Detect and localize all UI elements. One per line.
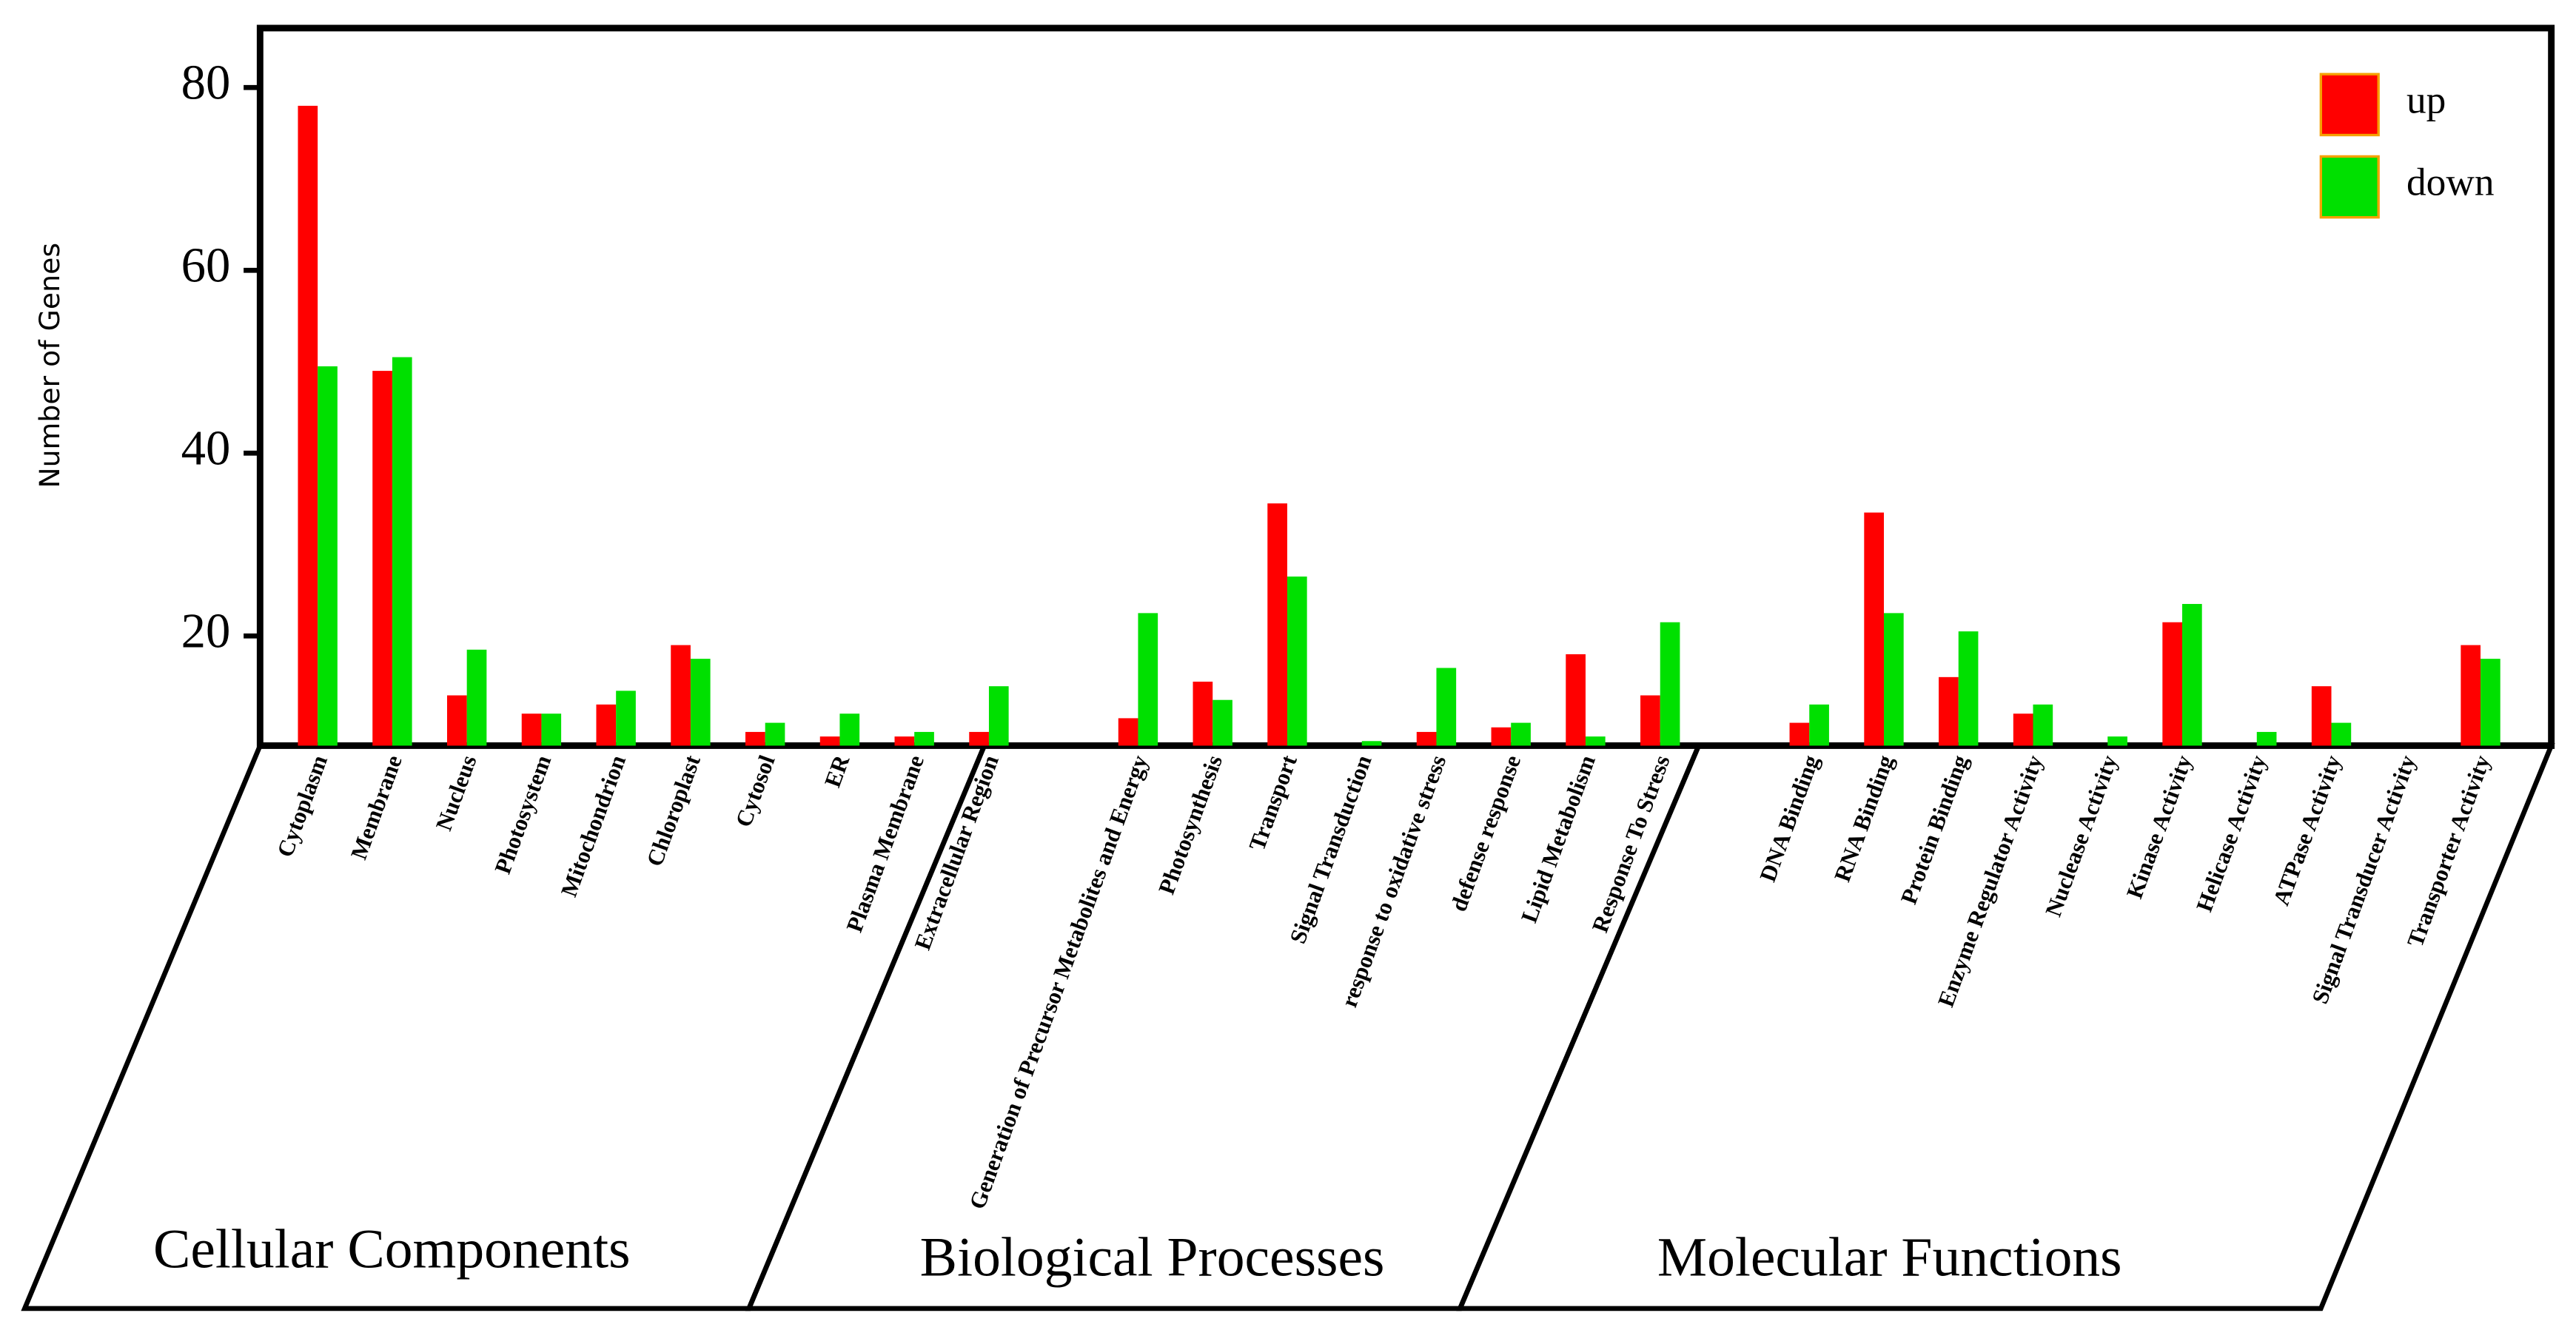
x-tick-label: Nuclease Activity — [2040, 751, 2122, 920]
legend-label: down — [2406, 160, 2495, 204]
bar — [1809, 704, 1829, 746]
bar — [318, 366, 338, 746]
bar — [2013, 713, 2033, 746]
y-tick-label: 80 — [181, 56, 231, 110]
bar — [1585, 736, 1606, 746]
bar — [1436, 668, 1457, 746]
bar — [1883, 613, 1904, 746]
bar — [372, 371, 392, 746]
bar — [2107, 736, 2127, 746]
plot-frame — [256, 24, 2555, 749]
bar — [1660, 622, 1680, 746]
bar — [1361, 741, 1382, 746]
x-tick-label: Photosystem — [489, 752, 556, 878]
bar — [1287, 576, 1307, 746]
x-tick-label: Membrane — [346, 752, 407, 863]
legend-label: up — [2406, 77, 2446, 121]
bar — [392, 357, 412, 746]
bar — [1212, 699, 1232, 746]
bar — [1267, 503, 1287, 746]
bar — [1193, 682, 1213, 746]
bar — [2033, 704, 2053, 746]
bar — [1939, 676, 1959, 746]
x-tick-label: Mitochondrion — [556, 752, 631, 900]
bar — [1138, 613, 1158, 746]
y-tick-label: 20 — [181, 605, 231, 659]
bar — [1511, 722, 1531, 746]
legend-swatch — [2319, 73, 2380, 137]
x-tick-label: Photosynthesis — [1153, 752, 1227, 898]
bar — [894, 736, 915, 746]
x-tick-label: Kinase Activity — [2121, 751, 2198, 901]
x-tick-label: Generation of Precursor Metabolites and … — [964, 751, 1153, 1212]
bar — [2162, 622, 2183, 746]
bar — [1491, 727, 1512, 746]
bar — [2182, 604, 2202, 746]
bar — [819, 736, 840, 746]
x-tick-label: Transport — [1244, 751, 1302, 854]
x-tick-label: Signal Transduction — [1284, 752, 1376, 947]
bar — [969, 731, 989, 746]
bar — [1864, 512, 1884, 746]
bar — [765, 722, 785, 746]
bar — [2481, 659, 2500, 746]
bar — [1416, 731, 1437, 746]
bar — [1789, 722, 1810, 746]
bar — [521, 713, 542, 746]
bar — [2256, 731, 2277, 746]
x-tick-label: Chloroplast — [641, 751, 705, 870]
group-label: Molecular Functions — [1657, 1226, 2122, 1288]
bar — [671, 645, 691, 746]
group-label: Biological Processes — [920, 1226, 1385, 1288]
bar — [745, 731, 765, 746]
x-tick-label: Cytosol — [730, 751, 779, 830]
bar — [541, 713, 562, 746]
x-tick-label: DNA Binding — [1754, 751, 1824, 885]
bar — [2311, 686, 2332, 746]
bar — [1640, 695, 1660, 746]
x-tick-label: Extracellular Region — [909, 752, 1004, 953]
x-tick-label: Lipid Metabolism — [1516, 752, 1600, 926]
x-tick-label: ATPase Activity — [2268, 751, 2347, 908]
bar — [298, 105, 318, 746]
x-tick-label: Nucleus — [431, 752, 482, 834]
x-tick-label: defense response — [1445, 752, 1526, 915]
group-label: Cellular Components — [153, 1218, 631, 1280]
x-tick-label: Helicase Activity — [2191, 751, 2272, 915]
bar — [988, 686, 1009, 746]
bar — [914, 731, 934, 746]
bar — [616, 691, 636, 746]
x-tick-label: Protein Binding — [1896, 751, 1973, 907]
y-axis-label: Number of Genes — [33, 243, 66, 488]
bar — [1566, 654, 1586, 746]
bar — [1118, 718, 1138, 746]
bar — [466, 649, 487, 746]
x-tick-label: RNA Binding — [1829, 751, 1899, 885]
bar — [446, 695, 467, 746]
y-tick-label: 60 — [181, 239, 231, 293]
bar — [1958, 631, 1979, 746]
x-tick-label: ER — [819, 751, 855, 790]
y-tick-label: 40 — [181, 422, 231, 476]
legend-swatch — [2319, 155, 2380, 219]
bar — [596, 704, 617, 746]
bar — [2331, 722, 2352, 746]
bar — [690, 659, 711, 746]
x-tick-label: Cytoplasm — [272, 752, 332, 861]
bar — [839, 713, 860, 746]
bar — [2461, 645, 2481, 746]
